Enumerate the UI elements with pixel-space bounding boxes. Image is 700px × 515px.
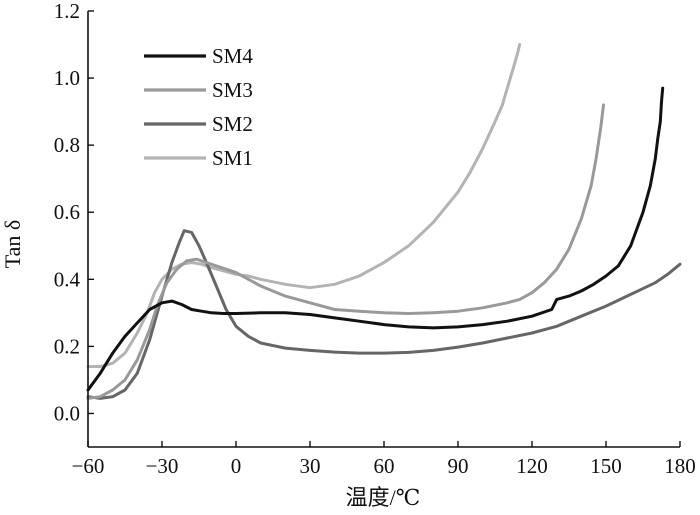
y-tick-label: 0.0 xyxy=(54,401,80,425)
series-line-sm4 xyxy=(86,86,665,392)
x-tick-label: 180 xyxy=(664,454,696,478)
x-tick-label: −30 xyxy=(146,454,179,478)
y-tick-label: 0.8 xyxy=(54,133,80,157)
legend-label-sm3: SM3 xyxy=(212,78,253,102)
x-tick-label: 0 xyxy=(231,454,242,478)
legend: SM4 SM3 SM2 SM1 xyxy=(144,44,253,170)
x-tick-label: 60 xyxy=(374,454,395,478)
y-axis-title: Tan δ xyxy=(0,220,25,269)
x-tick-label: 90 xyxy=(448,454,469,478)
x-tick-label: 120 xyxy=(516,454,548,478)
y-tick-label: 0.2 xyxy=(54,334,80,358)
x-axis-title: 温度/℃ xyxy=(346,485,421,510)
y-tick-label: 1.0 xyxy=(54,66,80,90)
legend-label-sm2: SM2 xyxy=(212,112,253,136)
series-line-sm3 xyxy=(86,103,605,400)
x-tick-label: 30 xyxy=(300,454,321,478)
x-tick-label: −60 xyxy=(72,454,105,478)
series-line-sm1 xyxy=(86,43,522,368)
y-tick-label: 0.6 xyxy=(54,200,80,224)
series-line-sm2 xyxy=(86,229,682,400)
series-layer xyxy=(86,43,682,400)
y-tick-label: 0.4 xyxy=(54,267,81,291)
axes-layer: 0.0 0.2 0.4 0.6 0.8 1.0 1.2 −60 −30 0 30 60 90 120 150… xyxy=(54,0,696,478)
legend-label-sm4: SM4 xyxy=(212,44,253,68)
x-tick-label: 150 xyxy=(590,454,622,478)
y-tick-label: 1.2 xyxy=(54,0,80,23)
legend-label-sm1: SM1 xyxy=(212,146,253,170)
